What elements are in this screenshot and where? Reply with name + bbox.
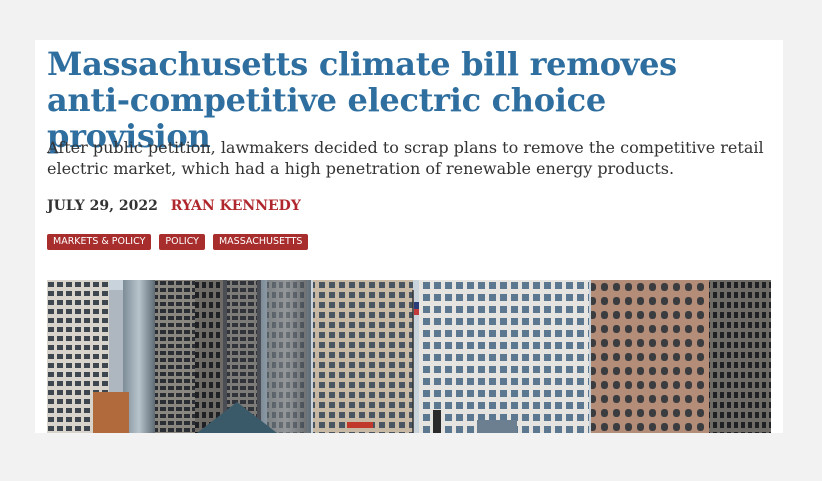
publish-date: JULY 29, 2022 bbox=[47, 198, 158, 214]
hero-image bbox=[47, 280, 771, 433]
article-title: Massachusetts climate bill removes anti-… bbox=[47, 45, 677, 155]
article-summary: After public petition, lawmakers decided… bbox=[47, 138, 764, 178]
tag-massachusetts[interactable]: MASSACHUSETTS bbox=[212, 234, 309, 250]
author-link[interactable]: RYAN KENNEDY bbox=[170, 198, 301, 214]
tag-policy[interactable]: POLICY bbox=[159, 234, 205, 250]
article-meta: JULY 29, 2022 RYAN KENNEDY bbox=[47, 197, 301, 215]
tag-markets-policy[interactable]: MARKETS & POLICY bbox=[47, 234, 152, 250]
city-skyline-photo-icon bbox=[47, 280, 771, 433]
article-card: Massachusetts climate bill removes anti-… bbox=[35, 40, 783, 433]
tag-list: MARKETS & POLICY POLICY MASSACHUSETTS bbox=[47, 234, 309, 250]
